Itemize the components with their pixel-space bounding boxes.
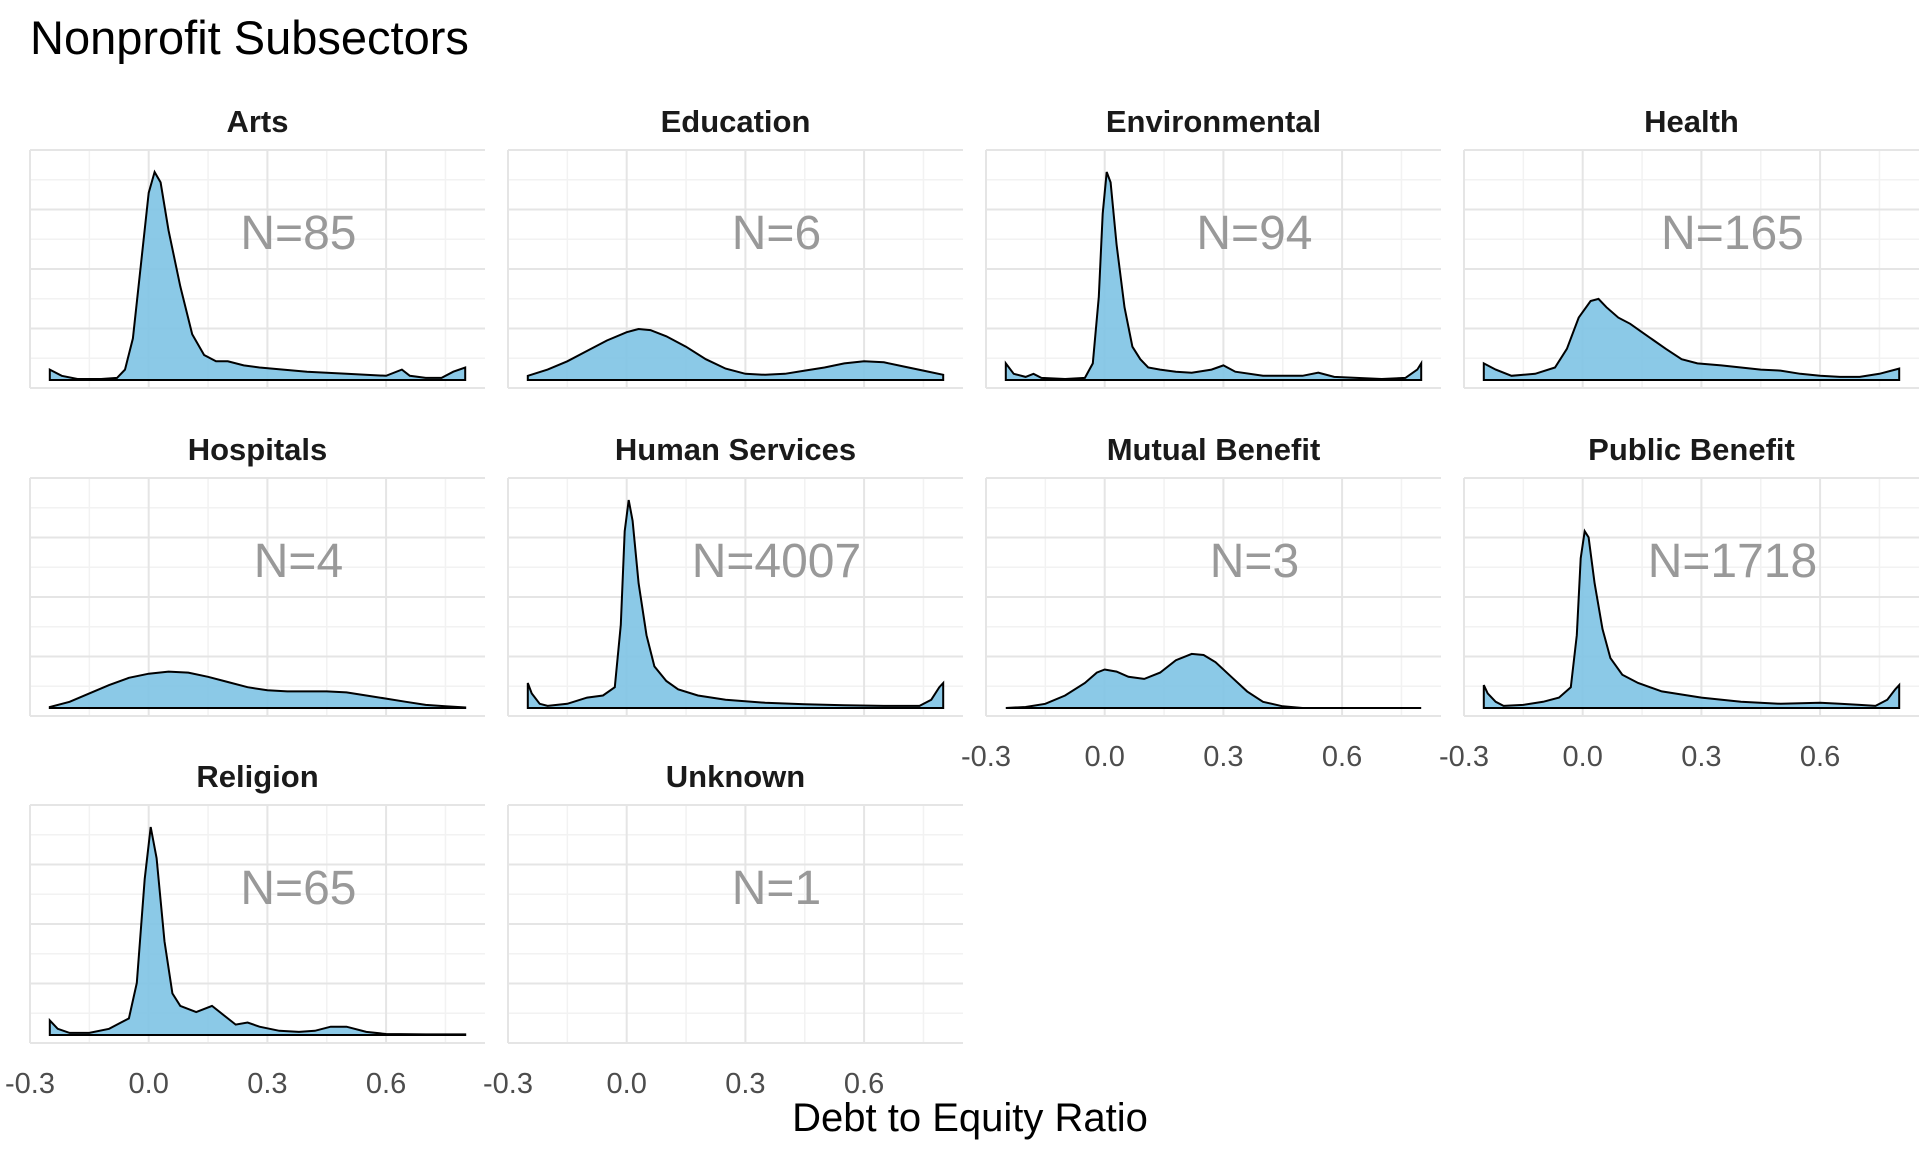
count-label-mutual-benefit: N=3	[1210, 535, 1299, 588]
count-label-arts: N=85	[240, 207, 356, 260]
x-tick-label: 0.6	[1322, 741, 1362, 773]
x-tick-label: -0.3	[1439, 741, 1489, 773]
count-label-hospitals: N=4	[254, 535, 343, 588]
count-label-public-benefit: N=1718	[1648, 535, 1817, 588]
panel-title-unknown: Unknown	[666, 759, 806, 794]
density-area-environmental	[1004, 171, 1423, 381]
x-tick-label: 0.6	[844, 1068, 884, 1100]
x-tick-label: 0.0	[607, 1068, 647, 1100]
x-tick-label: 0.0	[129, 1068, 169, 1100]
x-tick-label: -0.3	[961, 741, 1011, 773]
x-tick-label: 0.6	[1800, 741, 1840, 773]
count-label-education: N=6	[732, 207, 821, 260]
count-label-religion: N=65	[240, 862, 356, 915]
density-area-hospitals	[48, 670, 467, 709]
panel-title-human-services: Human Services	[615, 432, 856, 467]
chart-title: Nonprofit Subsectors	[30, 11, 469, 64]
density-area-human-services	[526, 499, 945, 709]
count-label-unknown: N=1	[732, 862, 821, 915]
panel-title-public-benefit: Public Benefit	[1588, 432, 1795, 467]
count-label-environmental: N=94	[1196, 207, 1312, 260]
panel-title-mutual-benefit: Mutual Benefit	[1107, 432, 1321, 467]
density-area-mutual-benefit	[1005, 652, 1422, 709]
density-area-public-benefit	[1482, 528, 1901, 709]
x-tick-label: 0.6	[366, 1068, 406, 1100]
x-tick-label: 0.0	[1563, 741, 1603, 773]
x-tick-label: 0.3	[1203, 741, 1243, 773]
density-area-arts	[48, 169, 467, 381]
density-area-health	[1482, 297, 1901, 381]
count-label-health: N=165	[1661, 207, 1804, 260]
panel-title-environmental: Environmental	[1106, 104, 1321, 139]
panel-title-arts: Arts	[226, 104, 288, 139]
x-tick-label: 0.3	[247, 1068, 287, 1100]
x-tick-label: 0.3	[725, 1068, 765, 1100]
panel-title-education: Education	[661, 104, 811, 139]
density-area-education	[526, 327, 945, 381]
x-tick-label: 0.3	[1681, 741, 1721, 773]
x-tick-label: -0.3	[483, 1068, 533, 1100]
x-axis-title: Debt to Equity Ratio	[792, 1096, 1148, 1140]
x-tick-label: 0.0	[1085, 741, 1125, 773]
panel-title-hospitals: Hospitals	[188, 432, 328, 467]
x-tick-label: -0.3	[5, 1068, 55, 1100]
panel-title-religion: Religion	[196, 759, 318, 794]
density-area-religion	[48, 826, 467, 1036]
count-label-human-services: N=4007	[692, 535, 861, 588]
panel-title-health: Health	[1644, 104, 1739, 139]
